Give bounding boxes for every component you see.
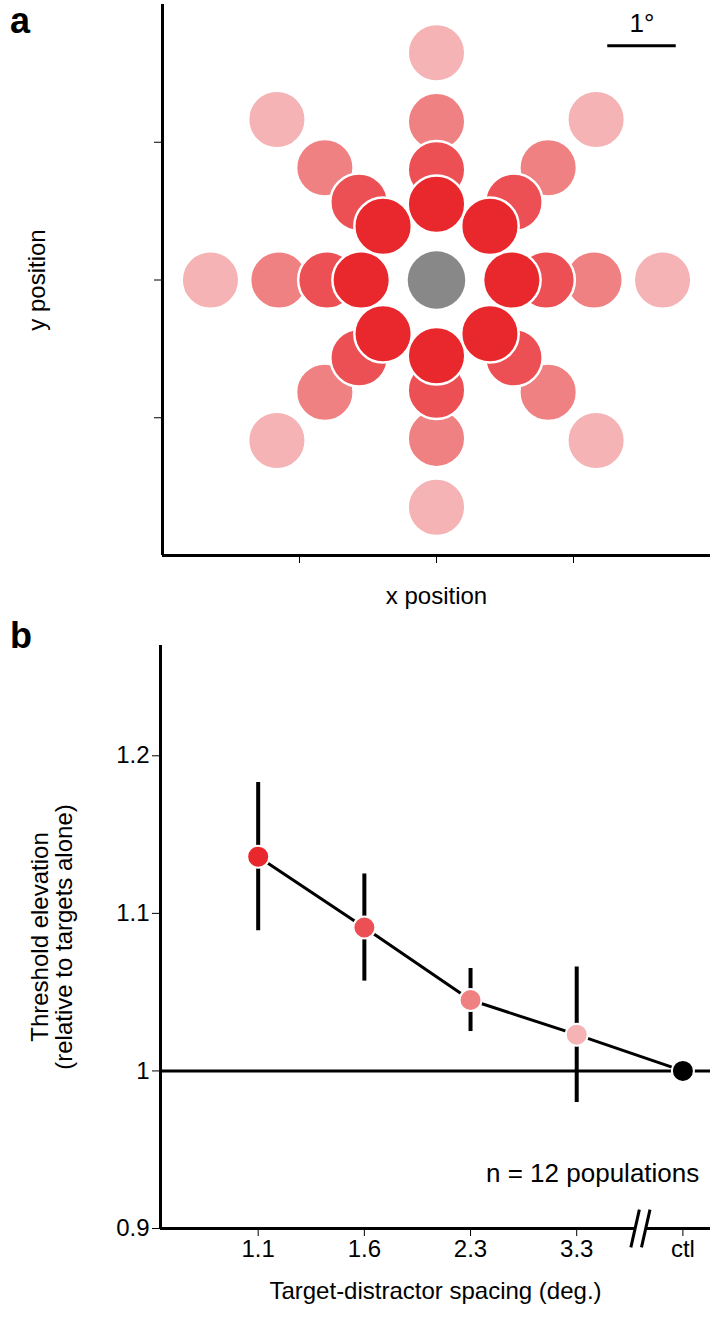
svg-text:3.3: 3.3 xyxy=(560,1235,593,1262)
svg-text:Threshold elevation(relative t: Threshold elevation(relative to targets … xyxy=(26,804,77,1069)
svg-text:1.6: 1.6 xyxy=(348,1235,381,1262)
svg-text:ctl: ctl xyxy=(671,1235,695,1262)
html-text:a: a xyxy=(10,0,30,41)
svg-text:1.2: 1.2 xyxy=(116,741,149,768)
svg-text:0.9: 0.9 xyxy=(116,1214,149,1241)
svg-text:1°: 1° xyxy=(630,8,655,38)
svg-text:1.1: 1.1 xyxy=(116,899,149,926)
svg-text:1: 1 xyxy=(136,1057,149,1084)
svg-text:y position: y position xyxy=(23,229,50,330)
svg-text:x position: x position xyxy=(386,582,487,609)
svg-text:1.1: 1.1 xyxy=(241,1235,274,1262)
html-text:b: b xyxy=(10,615,32,656)
svg-text:n = 12 populations: n = 12 populations xyxy=(486,1158,699,1188)
svg-text:Target-distractor spacing (deg: Target-distractor spacing (deg.) xyxy=(269,1277,601,1304)
svg-text:2.3: 2.3 xyxy=(454,1235,487,1262)
